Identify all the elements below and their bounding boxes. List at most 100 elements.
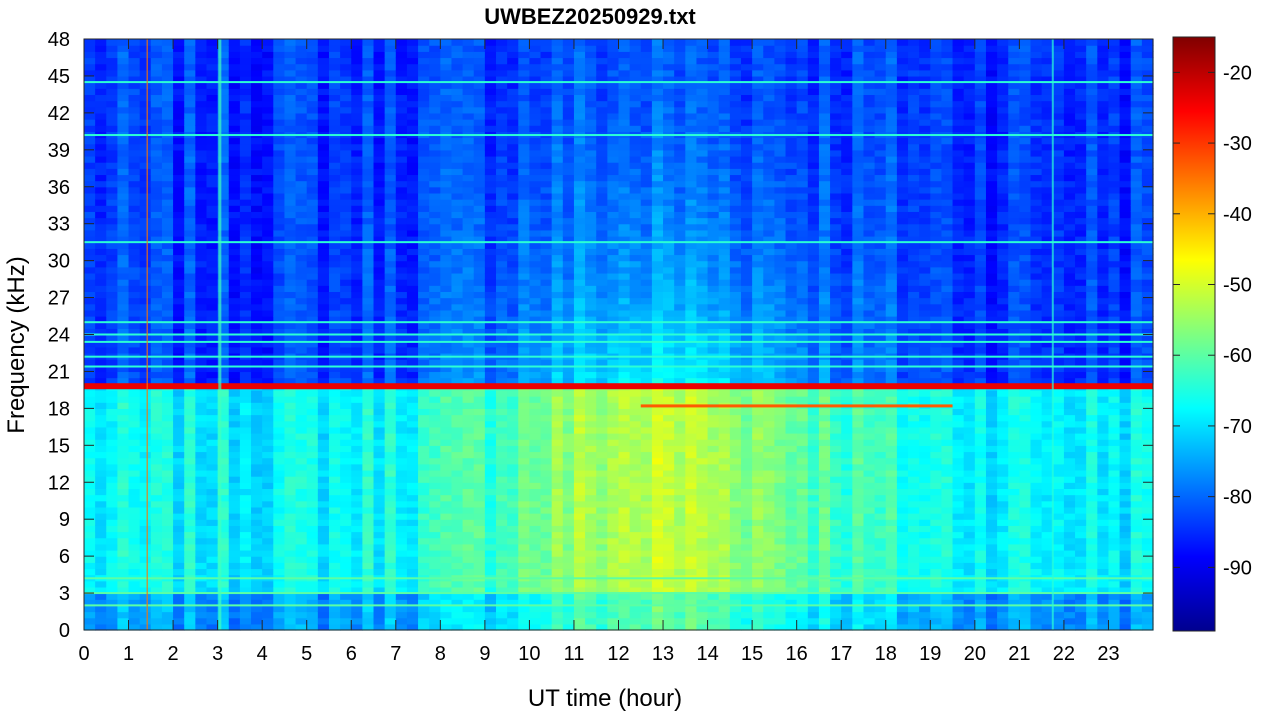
heatmap-cell (161, 599, 174, 606)
heatmap-cell (596, 488, 608, 496)
heatmap-cell (228, 420, 241, 428)
heatmap-cell (262, 88, 274, 96)
heatmap-cell (429, 248, 441, 256)
heatmap-cell (251, 155, 263, 163)
heatmap-cell (518, 482, 531, 490)
heatmap-cell (384, 322, 397, 329)
heatmap-cell (618, 162, 631, 169)
heatmap-cell (340, 426, 352, 434)
heatmap-cell (173, 119, 185, 126)
heatmap-cell (262, 599, 274, 606)
heatmap-cell (340, 623, 352, 631)
heatmap-cell (585, 217, 597, 225)
heatmap-cell (150, 494, 163, 502)
heatmap-cell (607, 599, 620, 606)
heatmap-cell (451, 402, 464, 409)
heatmap-cell (251, 168, 263, 176)
heatmap-cell (173, 75, 185, 83)
heatmap-cell (596, 365, 608, 373)
heatmap-cell (284, 125, 297, 132)
heatmap-cell (473, 457, 486, 465)
heatmap-cell (640, 309, 653, 317)
heatmap-cell (384, 143, 397, 151)
heatmap-cell (150, 414, 163, 422)
heatmap-cell (362, 69, 375, 77)
heatmap-cell (573, 420, 586, 428)
heatmap-cell (139, 174, 152, 182)
heatmap-cell (562, 242, 575, 249)
heatmap-cell (451, 371, 464, 379)
heatmap-cell (217, 451, 230, 459)
heatmap-cell (629, 568, 642, 576)
heatmap-cell (395, 488, 408, 496)
heatmap-cell (473, 463, 486, 471)
heatmap-cell (551, 457, 564, 465)
heatmap-cell (507, 463, 519, 471)
heatmap-cell (117, 340, 130, 348)
heatmap-cell (362, 174, 375, 182)
heatmap-cell (239, 426, 252, 434)
heatmap-cell (95, 469, 107, 477)
heatmap-cell (351, 236, 363, 243)
heatmap-cell (195, 254, 208, 262)
heatmap-cell (84, 279, 96, 286)
heatmap-cell (373, 599, 386, 606)
heatmap-cell (139, 414, 152, 422)
heatmap-cell (551, 623, 564, 631)
heatmap-cell (406, 433, 419, 440)
heatmap-cell (373, 180, 386, 188)
heatmap-cell (351, 500, 363, 508)
heatmap-cell (239, 180, 252, 188)
heatmap-cell (540, 531, 553, 539)
heatmap-cell (161, 433, 174, 440)
heatmap-cell (384, 51, 397, 59)
heatmap-cell (629, 217, 642, 225)
heatmap-cell (306, 519, 319, 526)
heatmap-cell (562, 469, 575, 477)
heatmap-cell (128, 580, 141, 588)
heatmap-cell (395, 125, 408, 132)
heatmap-cell (306, 112, 319, 120)
heatmap-cell (228, 223, 241, 231)
heatmap-cell (418, 396, 430, 403)
heatmap-cell (262, 513, 274, 520)
heatmap-cell (128, 174, 141, 182)
heatmap-cell (429, 137, 441, 145)
heatmap-cell (596, 106, 608, 114)
heatmap-cell (440, 88, 453, 96)
heatmap-cell (462, 500, 475, 508)
heatmap-cell (362, 309, 375, 317)
heatmap-cell (451, 445, 464, 453)
heatmap-cell (239, 75, 252, 83)
heatmap-cell (451, 205, 464, 212)
heatmap-cell (106, 75, 119, 83)
heatmap-cell (562, 513, 575, 520)
heatmap-cell (139, 580, 152, 588)
heatmap-cell (351, 291, 363, 299)
heatmap-cell (573, 476, 586, 483)
heatmap-cell (429, 402, 441, 409)
heatmap-cell (239, 211, 252, 219)
heatmap-cell (317, 457, 330, 465)
heatmap-cell (573, 463, 586, 471)
heatmap-cell (629, 112, 642, 120)
heatmap-cell (540, 137, 553, 145)
heatmap-cell (440, 186, 453, 194)
heatmap-cell (262, 500, 274, 508)
heatmap-cell (373, 408, 386, 416)
heatmap-cell (440, 513, 453, 520)
heatmap-cell (284, 94, 297, 102)
heatmap-cell (106, 211, 119, 219)
heatmap-cell (228, 439, 241, 446)
heatmap-cell (473, 537, 486, 545)
heatmap-cell (418, 39, 430, 46)
heatmap-cell (206, 57, 219, 65)
heatmap-cell (562, 328, 575, 336)
heatmap-cell (262, 328, 274, 336)
heatmap-cell (507, 82, 519, 89)
heatmap-cell (473, 291, 486, 299)
heatmap-cell (362, 371, 375, 379)
heatmap-cell (184, 266, 196, 274)
heatmap-cell (562, 377, 575, 385)
heatmap-cell (529, 69, 542, 77)
